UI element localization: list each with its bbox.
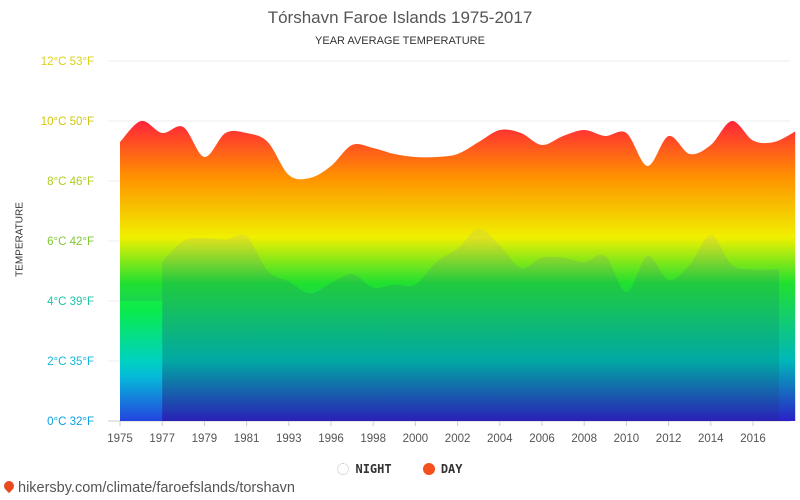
early-night-segment <box>120 301 163 421</box>
x-tick-label: 2006 <box>529 433 555 445</box>
y-tick-label: 2°C 35°F <box>47 356 94 368</box>
day-dot-icon <box>422 463 435 475</box>
y-tick-label: 12°C 53°F <box>41 56 94 68</box>
x-tick-label: 2016 <box>740 433 766 445</box>
x-tick-label: 2004 <box>487 433 513 445</box>
source-text: hikersby.com/climate/faroefslands/torsha… <box>18 480 295 496</box>
y-tick-label: 10°C 50°F <box>41 116 94 128</box>
y-tick-label: 8°C 46°F <box>47 176 94 188</box>
x-tick-label: 2002 <box>445 433 471 445</box>
x-tick-label: 2012 <box>656 433 682 445</box>
y-tick-label: 6°C 42°F <box>47 236 94 248</box>
x-tick-label: 1981 <box>234 433 260 445</box>
y-axis: 0°C 32°F 2°C 35°F 4°C 39°F 6°C 42°F 8°C 46°F… <box>41 56 94 428</box>
y-tick-label: 0°C 32°F <box>47 416 94 428</box>
legend-label-day: DAY <box>440 462 463 476</box>
x-tick-label: 2010 <box>614 433 640 445</box>
chart-areas <box>120 120 796 421</box>
x-tick-label: 1979 <box>192 433 218 445</box>
night-area[interactable] <box>162 228 779 421</box>
legend-item-night[interactable]: NIGHT <box>337 462 392 476</box>
chart-title: Tórshavn Faroe Islands 1975-2017 <box>267 8 533 27</box>
x-tick-label: 1993 <box>276 433 302 445</box>
x-axis: 1975 1977 1979 1981 1993 1996 1998 2000 2002 2004… <box>107 421 766 445</box>
x-tick-label: 1975 <box>107 433 133 445</box>
night-dot-icon <box>337 463 350 475</box>
x-tick-label: 1996 <box>318 433 344 445</box>
x-tick-label: 2014 <box>698 433 724 445</box>
x-tick-label: 1977 <box>149 433 175 445</box>
chart-subtitle: YEAR AVERAGE TEMPERATURE <box>315 35 485 47</box>
legend: NIGHT DAY <box>0 462 800 478</box>
legend-label-night: NIGHT <box>355 462 392 476</box>
location-pin-icon <box>1 478 17 494</box>
x-tick-label: 1998 <box>360 433 386 445</box>
y-tick-label: 4°C 39°F <box>47 296 94 308</box>
legend-item-day[interactable]: DAY <box>422 462 463 476</box>
source-link[interactable]: hikersby.com/climate/faroefslands/torsha… <box>1 478 295 496</box>
x-tick-label: 2008 <box>571 433 597 445</box>
x-tick-label: 2000 <box>403 433 429 445</box>
